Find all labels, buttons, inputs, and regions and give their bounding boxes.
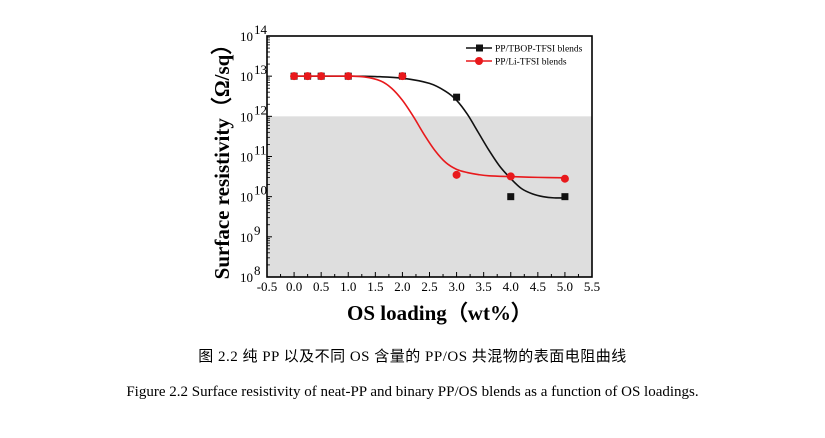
data-point-li-tfsi	[560, 174, 569, 183]
y-tick-label: 10	[240, 270, 253, 285]
x-tick-label: 1.0	[340, 279, 356, 294]
y-tick-label: 10	[240, 150, 253, 165]
legend-label-li-tfsi: PP/Li-TFSI blends	[495, 58, 567, 68]
x-tick-label: -0.5	[257, 279, 278, 294]
data-point-li-tfsi	[317, 72, 326, 81]
data-point-li-tfsi	[344, 72, 353, 81]
x-tick-label: 5.5	[584, 279, 600, 294]
x-tick-label: 0.0	[286, 279, 302, 294]
x-tick-label: 2.5	[421, 279, 437, 294]
x-tick-label: 1.5	[367, 279, 383, 294]
x-tick-label: 3.0	[448, 279, 464, 294]
data-point-li-tfsi	[506, 172, 515, 181]
data-point-tbop-tfsi	[507, 193, 515, 201]
x-axis-label: OS loading（wt%）	[347, 301, 532, 325]
x-tick-label: 2.0	[394, 279, 410, 294]
resistivity-chart: -0.5 0.0 0.5 1.0 1.5 2.0 2.5 3.0 3.5 4.0 4.5 5.0 5.5…	[210, 22, 600, 325]
y-tick-label: 10	[240, 29, 253, 44]
x-tick-label: 5.0	[557, 279, 573, 294]
legend-label-tbop-tfsi: PP/TBOP-TFSI blends	[495, 45, 583, 55]
y-tick-exponent: 10	[254, 183, 267, 198]
y-tick-label: 10	[240, 109, 253, 124]
data-point-tbop-tfsi	[453, 93, 461, 101]
data-point-li-tfsi	[290, 72, 299, 81]
y-tick-exponent: 13	[254, 62, 267, 77]
figure-caption-chinese: 图 2.2 纯 PP 以及不同 OS 含量的 PP/OS 共混物的表面电阻曲线	[198, 349, 627, 365]
x-tick-label: 0.5	[313, 279, 329, 294]
legend: PP/TBOP-TFSI blends PP/Li-TFSI blends	[466, 44, 583, 68]
legend-marker-li-tfsi	[475, 57, 483, 65]
fit-curve-tbop-tfsi	[294, 75, 565, 199]
x-tick-label: 3.5	[476, 279, 492, 294]
fit-curve-li-tfsi	[294, 75, 565, 179]
x-tick-label: 4.5	[530, 279, 546, 294]
data-point-tbop-tfsi	[561, 193, 569, 201]
data-point-li-tfsi	[398, 72, 407, 81]
y-axis-label: Surface resistivity（Ω/sq）	[210, 34, 234, 280]
data-point-li-tfsi	[452, 170, 461, 179]
legend-marker-tbop-tfsi	[476, 44, 483, 52]
y-tick-exponent: 11	[254, 143, 267, 158]
y-tick-label: 10	[240, 230, 253, 245]
data-point-li-tfsi	[303, 72, 312, 81]
y-tick-exponent: 9	[254, 223, 261, 238]
y-tick-exponent: 8	[254, 263, 261, 278]
y-tick-label: 10	[240, 190, 253, 205]
y-tick-label: 10	[240, 69, 253, 84]
figure-caption-english: Figure 2.2 Surface resistivity of neat-P…	[126, 384, 699, 400]
y-tick-exponent: 12	[254, 102, 267, 117]
y-tick-exponent: 14	[254, 22, 268, 37]
x-tick-label: 4.0	[503, 279, 519, 294]
